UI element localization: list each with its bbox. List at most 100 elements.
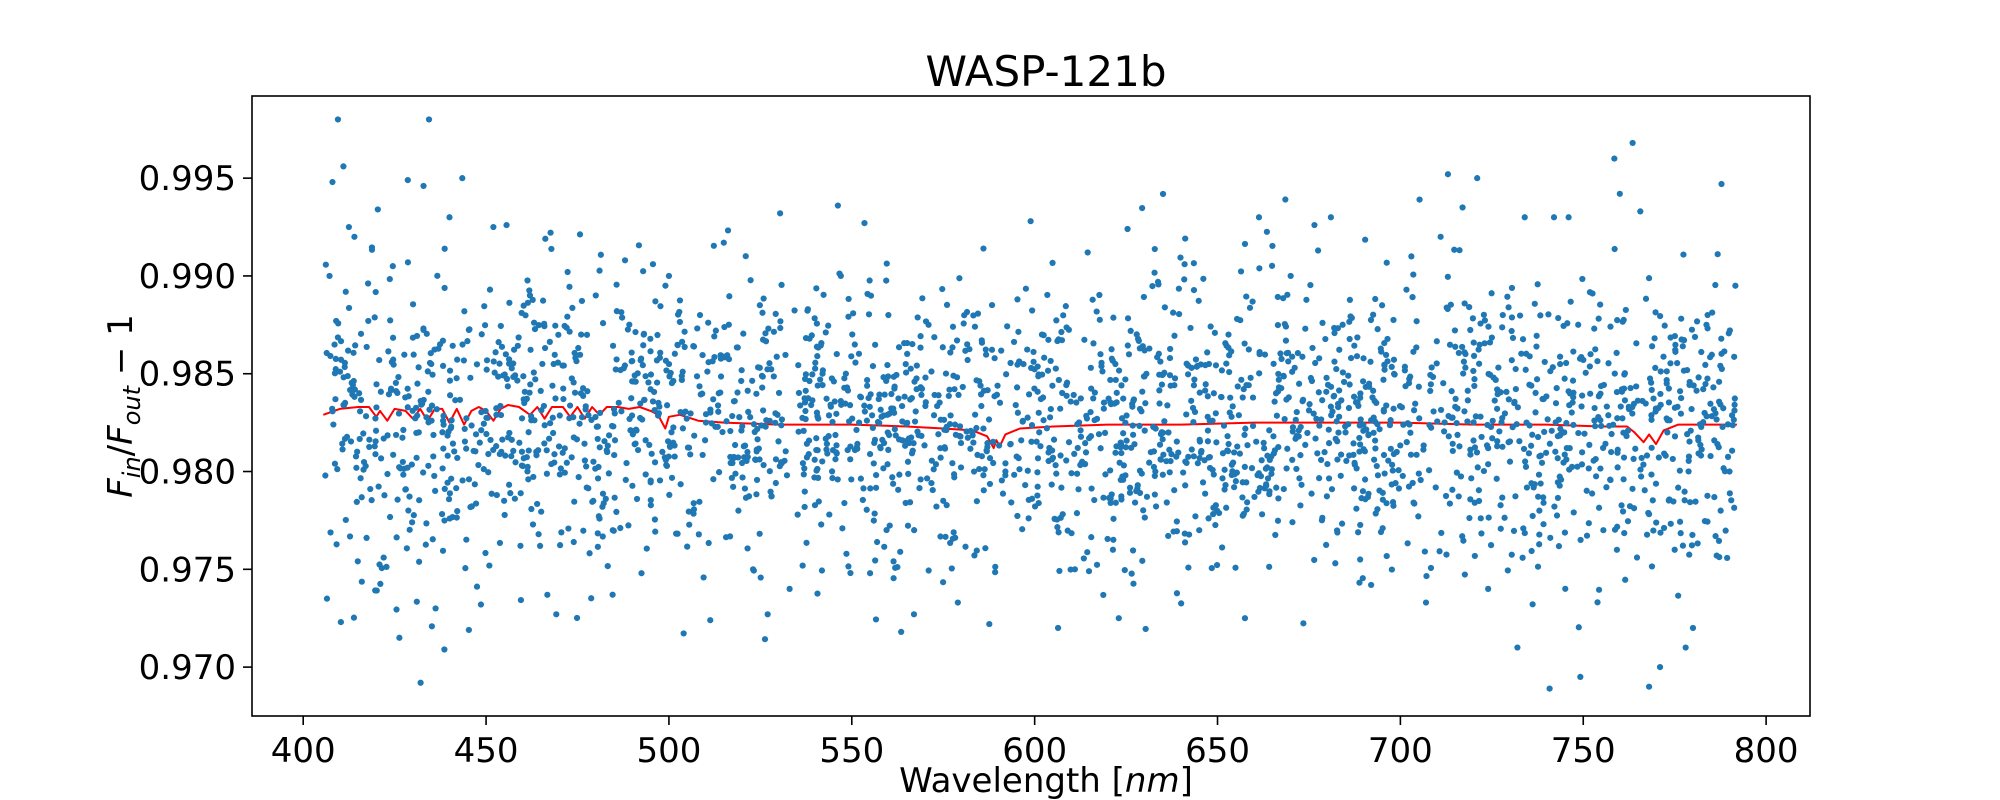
data-point [953, 337, 961, 344]
data-point [1028, 495, 1036, 502]
data-point [1613, 546, 1621, 553]
data-point [1088, 385, 1095, 392]
data-point [758, 422, 765, 429]
data-point [1665, 497, 1672, 504]
data-point [1353, 353, 1361, 360]
data-point [1569, 399, 1576, 406]
data-point [1729, 447, 1736, 454]
data-point [1657, 529, 1664, 536]
data-point [1519, 336, 1527, 343]
data-point [1146, 345, 1153, 352]
data-point [1686, 438, 1693, 445]
data-point [1263, 228, 1270, 235]
data-point [1307, 282, 1314, 289]
data-point [1711, 493, 1718, 501]
data-point [1665, 399, 1673, 406]
x-tick-label: 650 [1185, 731, 1250, 771]
data-point [1603, 484, 1610, 491]
data-point [524, 468, 531, 475]
data-point [955, 391, 962, 399]
data-point [1589, 290, 1596, 297]
data-point [803, 440, 810, 447]
data-point [818, 567, 826, 574]
data-point [1246, 304, 1254, 311]
data-point [1712, 533, 1719, 540]
data-point [1029, 307, 1036, 314]
data-point [1471, 382, 1478, 390]
data-point [334, 466, 341, 473]
data-point [1239, 479, 1246, 486]
data-point [777, 324, 784, 332]
data-point [1212, 410, 1219, 417]
data-point [1560, 459, 1567, 466]
data-point [1237, 268, 1245, 275]
data-point [566, 283, 573, 290]
data-point [548, 245, 555, 253]
data-point [1220, 422, 1228, 429]
data-point [1159, 371, 1166, 379]
data-point [1122, 419, 1129, 426]
data-point [1536, 453, 1543, 460]
data-point [841, 499, 848, 507]
data-point [374, 206, 381, 213]
data-point [508, 365, 515, 372]
data-point [879, 436, 886, 444]
data-point [1693, 387, 1700, 394]
data-point [886, 522, 893, 529]
data-point [573, 614, 581, 622]
data-point [428, 623, 435, 630]
data-point [385, 348, 392, 355]
data-point [1382, 351, 1390, 359]
data-point [383, 563, 390, 570]
data-point [1585, 465, 1592, 472]
data-point [1614, 415, 1621, 422]
data-point [1207, 323, 1214, 330]
data-point [377, 580, 384, 587]
data-point [420, 469, 427, 476]
y-tick-label: 0.970 [139, 648, 236, 688]
data-point [687, 451, 694, 458]
data-point [628, 349, 635, 356]
data-point [1022, 481, 1029, 489]
data-point [609, 342, 617, 349]
data-point [1533, 343, 1540, 350]
data-point [778, 460, 785, 467]
data-point [738, 377, 745, 385]
data-point [1196, 436, 1203, 443]
data-point [1346, 452, 1353, 459]
data-point [1702, 361, 1709, 368]
data-point [1234, 383, 1241, 390]
data-point [404, 404, 411, 411]
data-point [1522, 366, 1529, 373]
data-point [715, 469, 723, 476]
data-point [1511, 398, 1518, 405]
data-point [1657, 312, 1664, 320]
data-point [971, 323, 979, 330]
data-point [1243, 293, 1250, 300]
data-point [604, 448, 611, 456]
data-point [1611, 526, 1619, 533]
data-point [1129, 547, 1137, 554]
data-point [657, 349, 664, 356]
data-point [372, 288, 379, 296]
data-point [1663, 380, 1670, 387]
data-point [1694, 540, 1701, 547]
data-point [902, 369, 910, 376]
data-point [750, 421, 758, 428]
data-point [1471, 552, 1478, 560]
data-point [1591, 417, 1598, 424]
data-point [1130, 431, 1137, 438]
data-point [645, 379, 652, 386]
data-point [910, 611, 918, 618]
data-point [347, 386, 354, 394]
data-point [1660, 524, 1668, 532]
data-point [496, 360, 503, 367]
data-point [867, 485, 874, 492]
data-point [1146, 459, 1153, 466]
data-point [1323, 388, 1330, 395]
data-point [1475, 346, 1482, 353]
data-point [1712, 281, 1719, 289]
data-point [1508, 284, 1516, 292]
data-point [1569, 377, 1577, 384]
data-point [1605, 360, 1612, 367]
